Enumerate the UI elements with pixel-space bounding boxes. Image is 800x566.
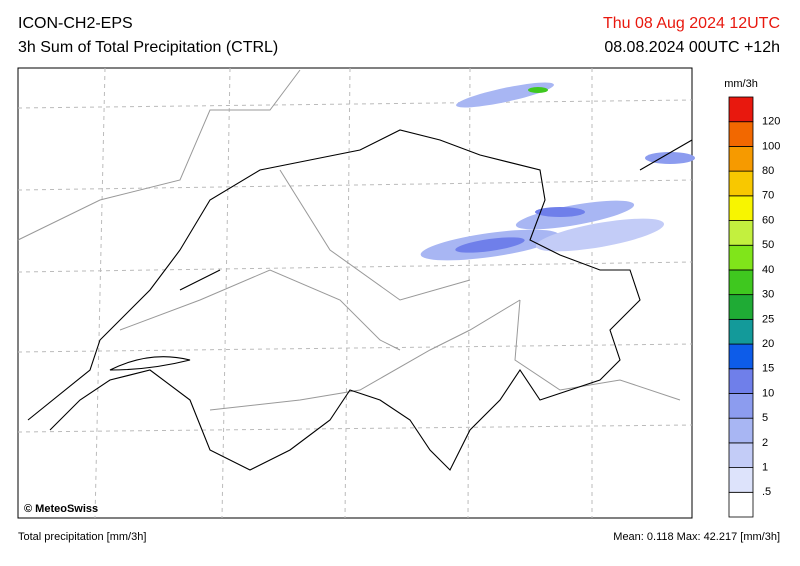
colorbar-label: 100 bbox=[762, 140, 780, 152]
colorbar-unit: mm/3h bbox=[724, 78, 758, 90]
colorbar-label: 40 bbox=[762, 264, 774, 276]
colorbar-label: 15 bbox=[762, 363, 774, 375]
colorbar-label: 2 bbox=[762, 437, 768, 449]
colorbar-box bbox=[728, 96, 754, 123]
colorbar-box bbox=[728, 393, 754, 419]
map-frame bbox=[17, 67, 693, 519]
colorbar-box bbox=[728, 195, 754, 221]
credit: © MeteoSwiss bbox=[24, 503, 98, 515]
colorbar-label: 50 bbox=[762, 239, 774, 251]
colorbar-box bbox=[728, 269, 754, 296]
map-grid bbox=[17, 67, 693, 519]
colorbar-label: .5 bbox=[762, 486, 771, 498]
cantonal-borders bbox=[17, 69, 681, 411]
valid-time: Thu 08 Aug 2024 12UTC bbox=[603, 15, 780, 32]
colorbar-box bbox=[728, 121, 754, 147]
precipitation bbox=[420, 82, 695, 261]
colorbar-box bbox=[728, 343, 754, 370]
colorbar-box bbox=[728, 318, 754, 345]
colorbar-label: 120 bbox=[762, 116, 780, 128]
colorbar-label: 20 bbox=[762, 338, 774, 350]
colorbar-label: 1 bbox=[762, 461, 768, 473]
national-border bbox=[27, 129, 693, 471]
colorbar-box bbox=[728, 170, 754, 197]
colorbar-label: 30 bbox=[762, 289, 774, 301]
model-title: ICON-CH2-EPS bbox=[18, 15, 133, 32]
colorbar-box bbox=[728, 146, 754, 172]
footer-right: Mean: 0.118 Max: 42.217 [mm/3h] bbox=[613, 531, 780, 543]
colorbar-box bbox=[728, 442, 754, 468]
colorbar-label: 60 bbox=[762, 214, 774, 226]
colorbar-box bbox=[728, 491, 754, 518]
colorbar-label: 5 bbox=[762, 412, 768, 424]
product-title: 3h Sum of Total Precipitation (CTRL) bbox=[18, 39, 278, 56]
map: © MeteoSwiss bbox=[17, 67, 695, 519]
run-time: 08.08.2024 00UTC +12h bbox=[604, 39, 780, 56]
colorbar-box bbox=[728, 244, 754, 271]
colorbar-label: 10 bbox=[762, 387, 774, 399]
colorbar-box bbox=[728, 467, 754, 493]
footer-left: Total precipitation [mm/3h] bbox=[18, 531, 146, 543]
colorbar-box bbox=[728, 417, 754, 444]
colorbar-label: 70 bbox=[762, 190, 774, 202]
colorbar-box bbox=[728, 294, 754, 320]
colorbar-label: 25 bbox=[762, 313, 774, 325]
colorbar-box bbox=[728, 368, 754, 394]
colorbar-label: 80 bbox=[762, 165, 774, 177]
colorbar-box bbox=[728, 220, 754, 246]
